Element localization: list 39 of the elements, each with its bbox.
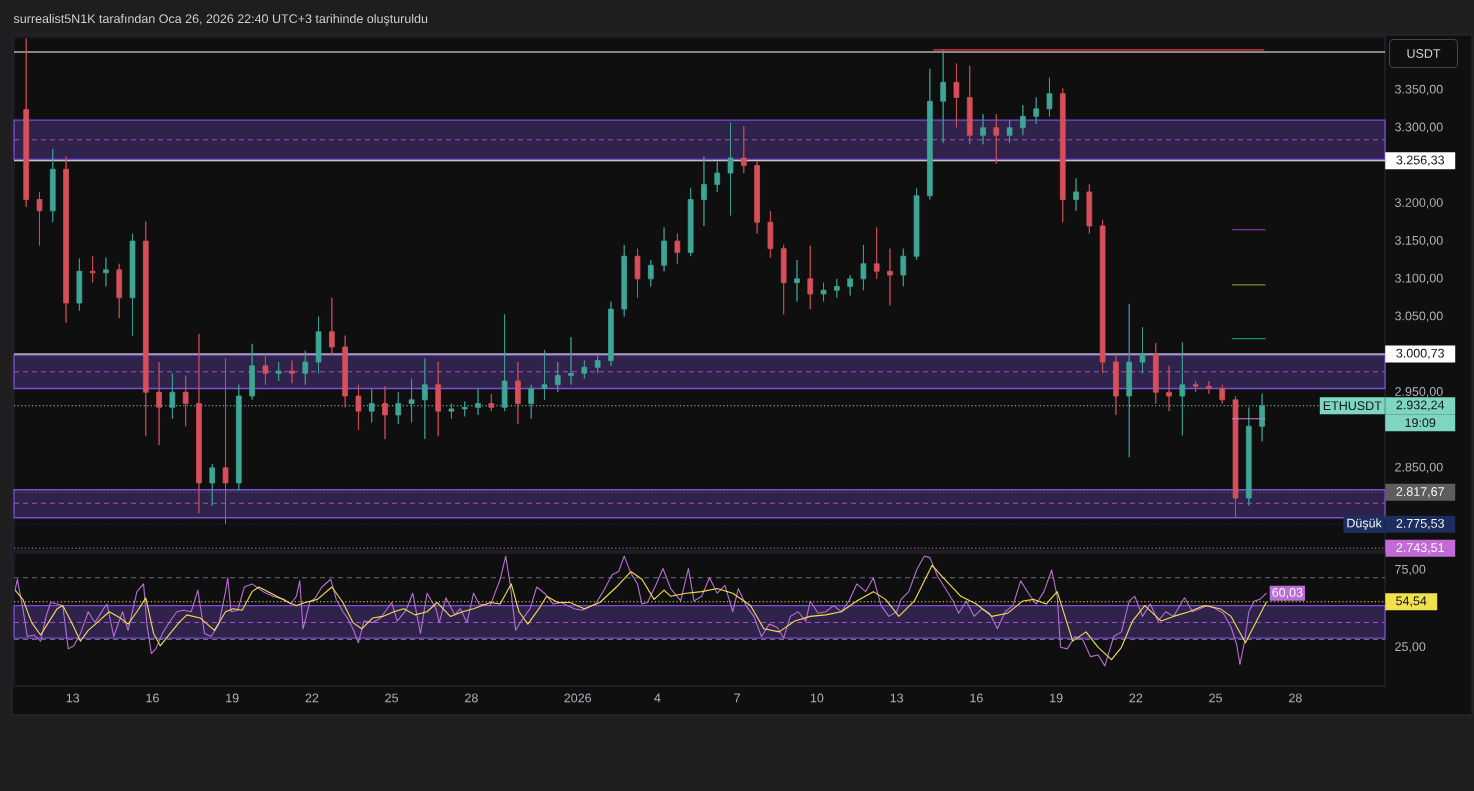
text: 19:09 — [1405, 418, 1436, 428]
ref-line-label: 2.817,67 — [1396, 487, 1444, 498]
x-tick-label: 25 — [385, 693, 399, 703]
annotation: ETHUSDT — [1323, 401, 1382, 411]
y-tick-label: 2.850,00 — [1395, 462, 1443, 474]
x-tick-label: 22 — [1129, 693, 1143, 703]
x-tick-label: 19 — [1050, 693, 1063, 703]
x-tick-label: 13 — [66, 693, 80, 703]
ref-line-label: 3.256,33 — [1396, 155, 1444, 166]
x-tick-label: 7 — [734, 693, 741, 703]
ref-line-label: 2.775,53 — [1396, 518, 1444, 530]
ref-line-label: 2.932,24 — [1396, 400, 1445, 411]
y-tick-label: 3.100,00 — [1395, 273, 1443, 285]
x-tick-label: 4 — [654, 693, 661, 703]
y-tick-label: 3.050,00 — [1395, 311, 1443, 322]
x-tick-label: 2026 — [564, 693, 592, 703]
y-tick-label: 25,00 — [1395, 642, 1426, 653]
y-tick-label: 3.200,00 — [1395, 198, 1443, 209]
x-tick-label: 10 — [810, 693, 824, 703]
ref-line-label: 3.000,73 — [1396, 348, 1444, 360]
annotation: Düşük — [1347, 518, 1382, 530]
y-tick-label: 3.300,00 — [1395, 122, 1443, 133]
x-tick-label: 22 — [305, 693, 319, 703]
x-tick-label: 16 — [970, 693, 983, 703]
x-tick-label: 16 — [146, 693, 159, 703]
ref-line-label: 54,54 — [1396, 596, 1427, 607]
x-tick-label: 25 — [1209, 693, 1223, 703]
data-label: 60,03 — [1272, 588, 1303, 599]
ref-line-label: 2.743,51 — [1396, 543, 1444, 554]
y-tick-label: 75,00 — [1395, 564, 1426, 576]
chart-title: surrealist5N1K tarafından Oca 26, 2026 22:40 UTC+3 tarihinde oluşturuldu — [13, 13, 428, 26]
y-axis-title: USDT — [1407, 49, 1441, 58]
y-tick-label: 3.150,00 — [1395, 235, 1443, 247]
x-tick-label: 13 — [890, 693, 904, 703]
y-tick-label: 2.950,00 — [1395, 387, 1443, 398]
y-tick-label: 3.350,00 — [1395, 84, 1443, 96]
x-tick-label: 28 — [1288, 693, 1302, 703]
x-tick-label: 28 — [465, 693, 478, 703]
x-tick-label: 19 — [226, 693, 239, 703]
